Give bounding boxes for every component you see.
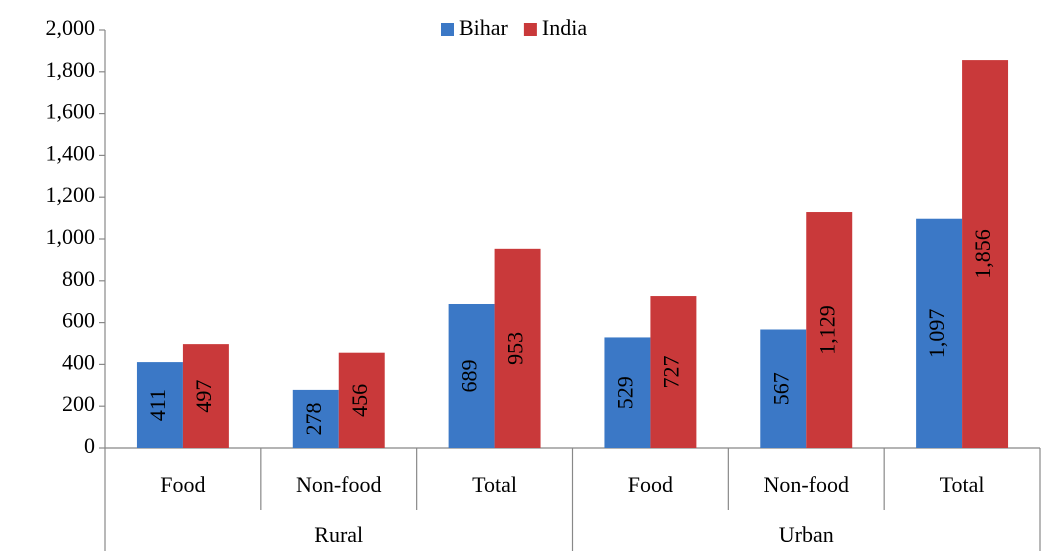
y-tick-label: 200 <box>62 391 95 416</box>
x-tick-label: Non-food <box>296 472 382 497</box>
bar <box>650 296 697 448</box>
value-label: 529 <box>612 376 637 409</box>
y-tick-label: 800 <box>62 266 95 291</box>
bar <box>760 329 807 448</box>
bar <box>182 344 229 448</box>
value-label: 411 <box>145 389 170 421</box>
bar <box>604 337 651 448</box>
legend-label: India <box>542 15 587 40</box>
y-tick-label: 1,200 <box>46 182 96 207</box>
value-label: 689 <box>457 359 482 392</box>
value-label: 456 <box>347 384 372 417</box>
value-label: 953 <box>503 332 528 365</box>
value-label: 1,856 <box>970 229 995 279</box>
x-tick-label: Total <box>940 472 985 497</box>
y-tick-label: 1,800 <box>46 57 96 82</box>
value-label: 497 <box>191 380 216 413</box>
x-tick-label: Total <box>472 472 517 497</box>
y-tick-label: 1,000 <box>46 224 96 249</box>
legend-swatch <box>441 23 454 36</box>
bar <box>806 212 853 448</box>
value-label: 567 <box>768 372 793 405</box>
bar <box>962 60 1009 448</box>
x-tick-label: Food <box>628 472 673 497</box>
x-tick-label: Non-food <box>763 472 849 497</box>
group-label: Urban <box>779 522 834 547</box>
bar <box>338 352 385 448</box>
bar <box>448 303 495 448</box>
bar <box>494 248 541 448</box>
y-tick-label: 1,400 <box>46 140 96 165</box>
bar <box>916 218 963 448</box>
y-tick-label: 600 <box>62 308 95 333</box>
bar <box>292 389 339 448</box>
y-tick-label: 1,600 <box>46 99 96 124</box>
legend-swatch <box>523 23 537 36</box>
value-label: 278 <box>301 402 326 435</box>
y-tick-label: 2,000 <box>46 15 96 40</box>
value-label: 727 <box>658 356 683 389</box>
bar <box>136 362 183 448</box>
value-label: 1,097 <box>924 309 949 359</box>
y-tick-label: 0 <box>84 433 95 458</box>
x-tick-label: Food <box>160 472 205 497</box>
value-label: 1,129 <box>814 305 839 355</box>
y-tick-label: 400 <box>62 349 95 374</box>
legend-label: Bihar <box>459 15 509 40</box>
group-label: Rural <box>314 522 363 547</box>
